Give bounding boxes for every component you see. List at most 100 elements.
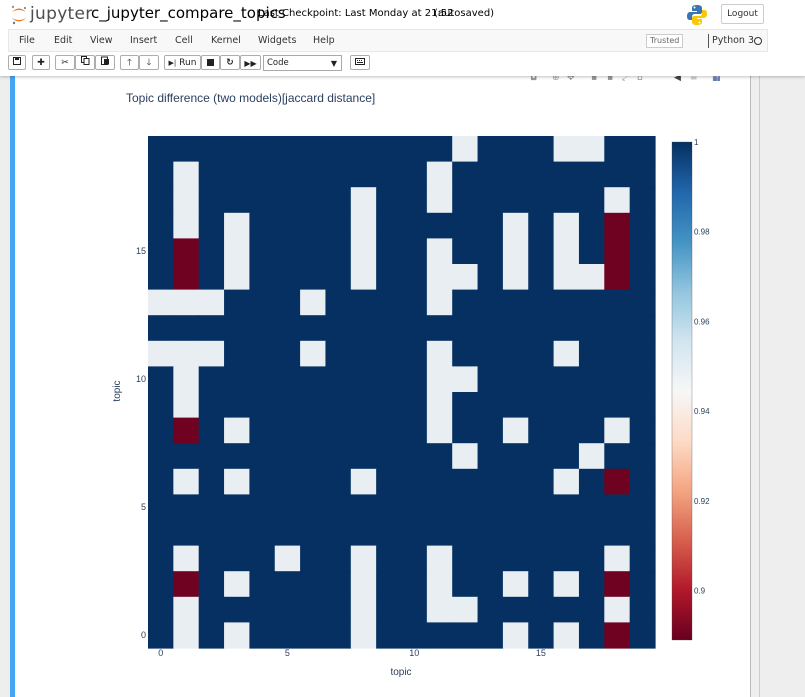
heatmap-cell[interactable] [426, 520, 453, 547]
heatmap-cell[interactable] [325, 289, 352, 316]
heatmap-cell[interactable] [578, 136, 605, 163]
heatmap-cell[interactable] [350, 417, 377, 444]
heatmap-cell[interactable] [452, 468, 479, 495]
heatmap-cell[interactable] [376, 468, 403, 495]
heatmap-cell[interactable] [350, 494, 377, 521]
heatmap-cell[interactable] [249, 468, 276, 495]
heatmap-cell[interactable] [350, 596, 377, 623]
heatmap-cell[interactable] [325, 443, 352, 470]
heatmap-cell[interactable] [376, 315, 403, 342]
heatmap-cell[interactable] [249, 187, 276, 214]
heatmap-cell[interactable] [198, 417, 225, 444]
heatmap-cell[interactable] [401, 366, 428, 393]
heatmap-cell[interactable] [325, 264, 352, 291]
run-button[interactable]: ▶| Run [164, 55, 201, 70]
menu-cell[interactable]: Cell [175, 35, 193, 46]
heatmap-cell[interactable] [401, 187, 428, 214]
heatmap-cell[interactable] [629, 571, 656, 598]
heatmap-cell[interactable] [502, 366, 529, 393]
heatmap-cell[interactable] [173, 392, 200, 419]
home-icon[interactable]: ⌂ [637, 73, 643, 83]
heatmap-cell[interactable] [477, 571, 504, 598]
restart-run-all-button[interactable]: ▶▶ [240, 55, 261, 70]
heatmap-cell[interactable] [148, 238, 174, 265]
heatmap-cell[interactable] [553, 264, 580, 291]
heatmap-cell[interactable] [604, 161, 631, 188]
heatmap-cell[interactable] [350, 187, 377, 214]
heatmap-cell[interactable] [350, 622, 377, 649]
heatmap-cell[interactable] [528, 136, 555, 163]
zoom-out-icon[interactable]: ▪ [607, 73, 614, 83]
menu-widgets[interactable]: Widgets [258, 35, 297, 46]
heatmap-cell[interactable] [452, 596, 479, 623]
heatmap-cell[interactable] [426, 468, 453, 495]
hover-closest-icon[interactable]: ◀ [674, 73, 681, 83]
heatmap-cell[interactable] [578, 520, 605, 547]
heatmap-cell[interactable] [249, 366, 276, 393]
heatmap-cell[interactable] [274, 468, 301, 495]
heatmap-cell[interactable] [401, 417, 428, 444]
heatmap-cell[interactable] [604, 187, 631, 214]
heatmap-cell[interactable] [198, 392, 225, 419]
heatmap-cell[interactable] [148, 187, 174, 214]
heatmap-cell[interactable] [502, 264, 529, 291]
heatmap-cell[interactable] [224, 366, 250, 393]
heatmap-cell[interactable] [249, 136, 276, 163]
paste-button[interactable] [95, 55, 115, 70]
heatmap-cell[interactable] [528, 238, 555, 265]
heatmap-cell[interactable] [249, 212, 276, 239]
heatmap-cell[interactable] [629, 520, 656, 547]
heatmap-cell[interactable] [553, 417, 580, 444]
heatmap-cell[interactable] [325, 494, 352, 521]
heatmap-cell[interactable] [300, 392, 327, 419]
heatmap-cell[interactable] [274, 392, 301, 419]
heatmap-cell[interactable] [148, 571, 174, 598]
heatmap-cell[interactable] [629, 443, 656, 470]
heatmap-cell[interactable] [325, 212, 352, 239]
heatmap-cell[interactable] [376, 136, 403, 163]
heatmap-cell[interactable] [528, 392, 555, 419]
heatmap-cell[interactable] [477, 392, 504, 419]
heatmap-cell[interactable] [477, 161, 504, 188]
heatmap-cell[interactable] [528, 468, 555, 495]
heatmap-cell[interactable] [578, 571, 605, 598]
heatmap-cell[interactable] [198, 212, 225, 239]
heatmap-cell[interactable] [401, 136, 428, 163]
heatmap-cell[interactable] [376, 596, 403, 623]
heatmap-cell[interactable] [376, 212, 403, 239]
camera-icon[interactable]: ◘ [530, 73, 538, 83]
heatmap-cell[interactable] [325, 596, 352, 623]
heatmap-cell[interactable] [477, 545, 504, 572]
heatmap-cell[interactable] [325, 161, 352, 188]
heatmap-cell[interactable] [553, 494, 580, 521]
menu-help[interactable]: Help [313, 35, 335, 46]
heatmap-cell[interactable] [325, 468, 352, 495]
heatmap-cell[interactable] [274, 596, 301, 623]
heatmap-cell[interactable] [224, 468, 250, 495]
heatmap-cell[interactable] [173, 545, 200, 572]
heatmap-cell[interactable] [629, 187, 656, 214]
heatmap-cell[interactable] [350, 340, 377, 367]
heatmap-cell[interactable] [502, 315, 529, 342]
heatmap-cell[interactable] [300, 468, 327, 495]
heatmap-cell[interactable] [300, 443, 327, 470]
heatmap-cell[interactable] [173, 443, 200, 470]
cell-type-select[interactable]: Code ▼ [263, 55, 342, 71]
heatmap-cell[interactable] [325, 136, 352, 163]
heatmap-cell[interactable] [148, 545, 174, 572]
heatmap-cell[interactable] [325, 545, 352, 572]
heatmap-cell[interactable] [604, 596, 631, 623]
heatmap-cell[interactable] [477, 494, 504, 521]
heatmap-cell[interactable] [198, 136, 225, 163]
move-up-button[interactable]: 🡑 [120, 55, 139, 70]
heatmap-cell[interactable] [198, 161, 225, 188]
heatmap-cell[interactable] [452, 187, 479, 214]
heatmap-cell[interactable] [173, 520, 200, 547]
heatmap-cell[interactable] [376, 366, 403, 393]
heatmap-cell[interactable] [148, 520, 174, 547]
heatmap-cell[interactable] [629, 417, 656, 444]
heatmap-cell[interactable] [452, 520, 479, 547]
heatmap-cell[interactable] [477, 238, 504, 265]
heatmap-cell[interactable] [528, 571, 555, 598]
heatmap-cell[interactable] [173, 468, 200, 495]
